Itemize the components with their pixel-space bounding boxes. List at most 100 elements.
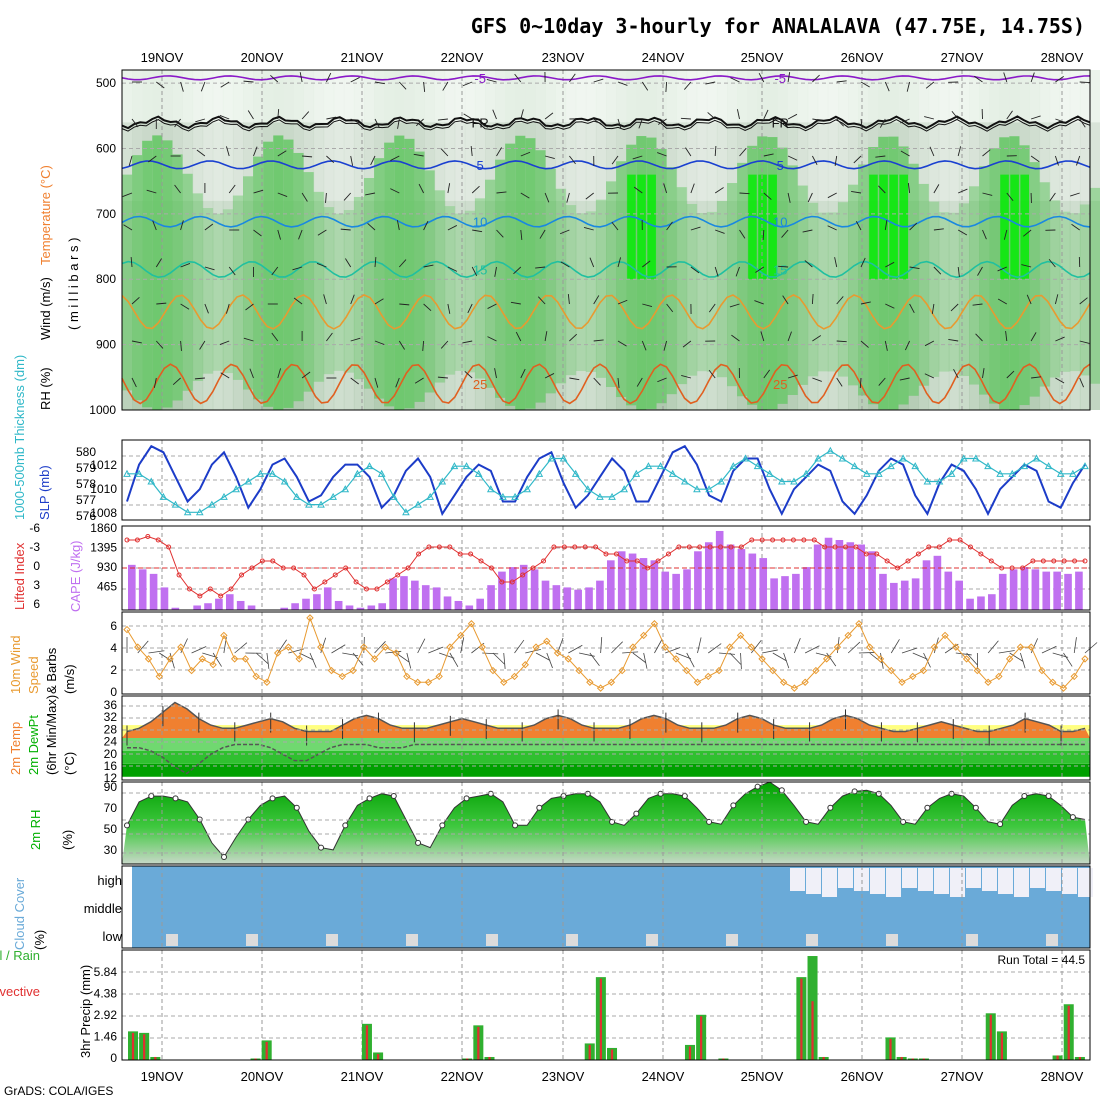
rh-moist-shade [263,141,274,407]
rh-shade [364,122,375,201]
wind-barb [422,340,425,352]
thickness-point [680,477,689,485]
rh-shade [424,70,436,123]
wind-barb [933,184,940,194]
rh-shade [1049,122,1061,201]
rh-shade [908,122,920,201]
date-label-bottom: 24NOV [642,1069,685,1084]
rh-shade [464,200,476,410]
cape-bar [1020,567,1029,610]
thickness-point [220,492,228,500]
thickness-point [547,454,556,462]
wind-barb [277,108,280,120]
wind-barb [904,340,911,351]
wind-barb [899,377,910,381]
lifted-index-point [280,565,286,571]
date-label-top: 26NOV [841,50,884,65]
rh-shade [343,122,355,201]
slp-line [126,444,1086,517]
rh-shade [162,70,173,123]
cape-bar [857,544,866,610]
wind-speed-point [833,643,842,651]
wind-speed-point [639,631,648,640]
wind-speed-point [661,643,669,651]
wind-speed-point [1081,655,1089,663]
wind-barb [1055,336,1065,342]
wind-barb [462,340,473,344]
rh-shade [787,122,799,201]
dewpoint-line [127,743,1085,775]
wind-barb [131,340,142,344]
rh-shade [958,122,970,201]
wind-barb [270,74,279,83]
wind-barb [204,266,215,271]
lifted-index-point [457,551,463,557]
wind-tick: 0 [110,685,117,699]
surface-wind-barb [503,652,506,669]
wind-speed-point [1027,643,1035,651]
precip-conv-bar [911,1058,914,1060]
cape-bar [498,571,506,610]
wind-barb [374,298,384,305]
rh-moist-shade [777,147,788,404]
rh-point [633,810,640,817]
thickness-point [875,469,883,477]
wind-barb [343,192,352,201]
rh-shade [595,200,607,410]
surface-wind-barb [1073,637,1077,654]
pressure-tick: 600 [96,141,116,155]
wind-barb [758,72,765,83]
wind-speed-point [349,666,357,675]
rh-shade [767,70,778,123]
rh-frame [121,781,1091,865]
isotherm-line [121,75,1091,81]
surface-wind-barb [923,652,931,668]
rh-moist-shade [555,188,567,384]
rh-point [390,793,397,800]
wind-barb [520,151,531,157]
wind-barb [739,148,747,157]
cape-bar [574,589,582,610]
wind-barb [365,192,376,196]
cape-bar [138,569,147,610]
cape-bar [236,600,245,610]
wind-barb [317,229,327,236]
pressure-tick: 700 [96,207,116,221]
wind-speed-point [532,643,540,651]
wind-barb [204,303,209,314]
wind-barb [340,228,351,231]
rh-shade [1009,70,1020,123]
rh-moist-shade [384,142,395,407]
surface-wind-barb [1084,642,1098,654]
wind-barb [1055,377,1065,384]
rh-shade [827,122,839,201]
rh-moist-shade [374,158,385,399]
slp-tick: 1012 [90,458,117,472]
surface-wind-barb [762,649,778,654]
cape-bar [421,585,430,610]
rh-moist-shade [202,208,214,374]
rh-shade [938,70,950,123]
cape-bar [683,569,691,610]
precip-conv-bar [588,1044,591,1060]
wind-axis-label-line: (m/s) [62,664,77,694]
surface-wind-barb [686,652,695,668]
wind-barb [950,303,959,312]
lifted-index-point [967,544,973,550]
precip-conv-bar [922,1058,926,1060]
wind-speed-point [683,666,691,675]
date-label-bottom: 23NOV [542,1069,585,1084]
slp-axis-label: SLP (mb) [37,465,52,520]
rh-shade [575,70,587,123]
thickness-point [268,469,277,477]
surface-wind-barb [589,652,600,667]
cape-bar [160,587,169,610]
rh-point [706,818,713,825]
rh-saturated-shade [889,174,898,280]
wind-barb [636,377,643,387]
wind-barb [781,229,789,238]
thickness-point [608,492,616,500]
rh-moist-shade [414,151,425,402]
wind-barb [513,266,522,275]
rh-point [463,795,470,802]
